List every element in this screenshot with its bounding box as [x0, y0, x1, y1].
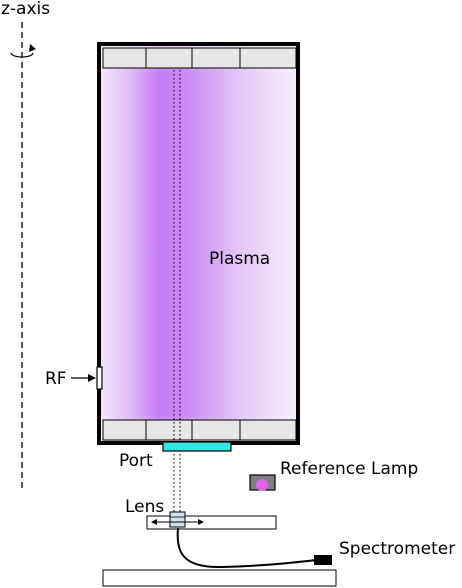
- spectrometer-label: Spectrometer: [339, 539, 455, 559]
- lamp-bulb: [256, 479, 268, 491]
- lens-label: Lens: [125, 497, 164, 517]
- port-label: Port: [119, 451, 153, 471]
- port-window: [162, 441, 232, 452]
- plasma-chamber: Plasma: [97, 42, 300, 516]
- rotation-arrow-icon: [10, 44, 36, 58]
- spectrometer-icon: [314, 555, 332, 565]
- optical-fiber: [176, 527, 317, 569]
- lens-travel-arrow-icon: [151, 519, 204, 525]
- lens-icon: [169, 511, 186, 528]
- reference-lamp-label: Reference Lamp: [280, 459, 418, 479]
- optical-bench: [102, 569, 337, 587]
- rf-label: RF: [45, 369, 67, 389]
- top-electrode: [102, 47, 297, 69]
- bottom-electrode: [102, 419, 297, 441]
- rf-feed: [96, 366, 103, 390]
- reference-lamp: [249, 474, 276, 491]
- z-axis-label: z-axis: [1, 0, 50, 19]
- plasma-label: Plasma: [209, 249, 270, 269]
